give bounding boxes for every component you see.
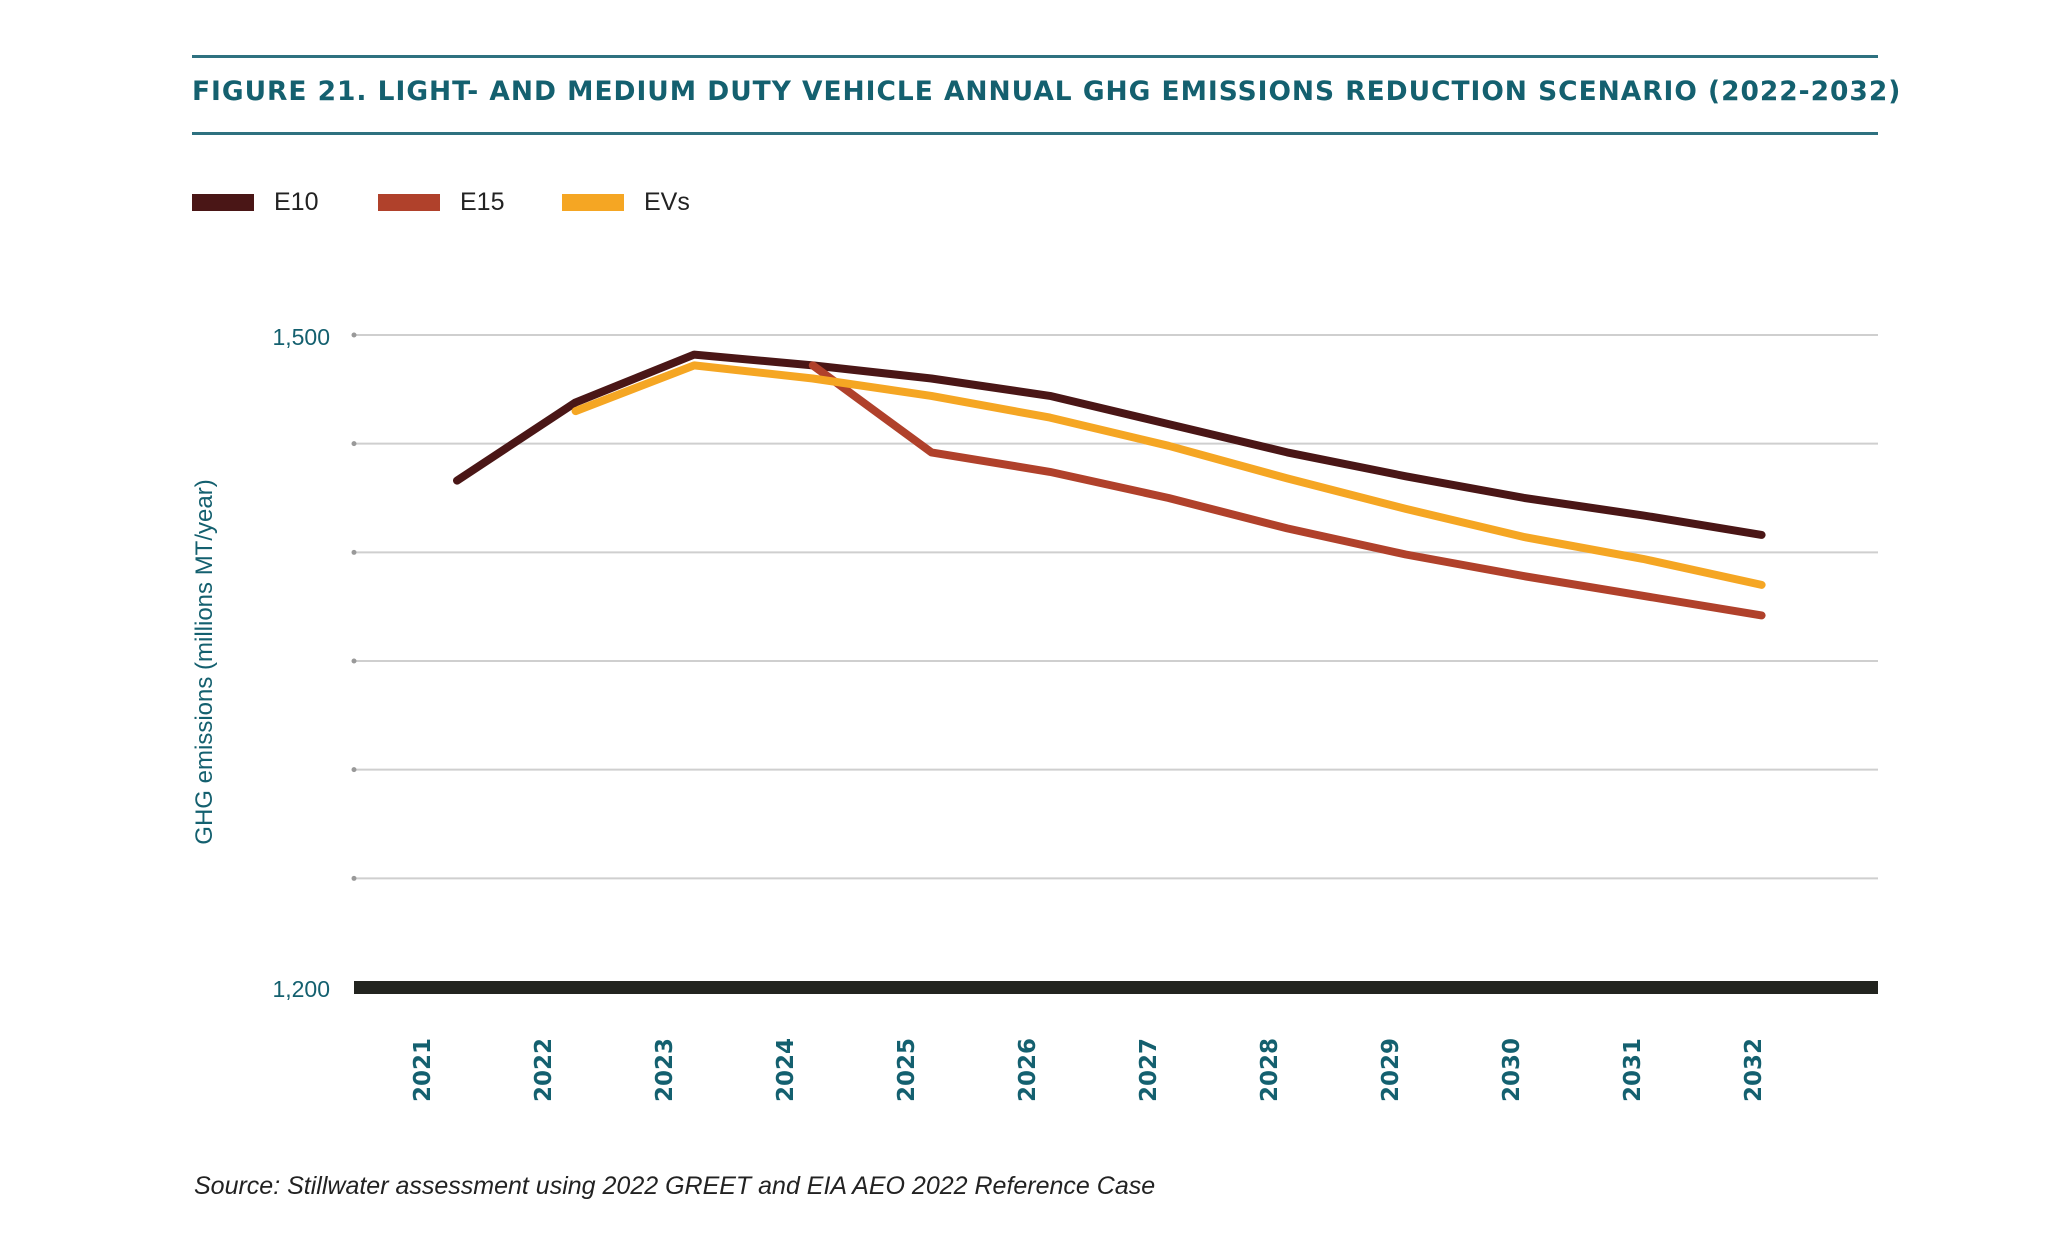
x-axis-baseline bbox=[354, 981, 1878, 994]
legend-swatch-e15 bbox=[378, 194, 440, 211]
figure-title: FIGURE 21. LIGHT- AND MEDIUM DUTY VEHICL… bbox=[192, 76, 1902, 107]
tick-dot bbox=[351, 332, 357, 338]
x-tick-label: 2022 bbox=[531, 1038, 557, 1102]
x-tick-label: 2029 bbox=[1378, 1038, 1404, 1102]
legend-label-evs: EVs bbox=[644, 188, 690, 216]
tick-dot bbox=[351, 549, 357, 555]
x-tick-label: 2028 bbox=[1257, 1038, 1283, 1102]
y-tick-label: 1,200 bbox=[272, 976, 330, 1002]
title-rule-bottom bbox=[192, 132, 1878, 135]
tick-dot bbox=[351, 441, 357, 447]
tick-dot bbox=[351, 875, 357, 881]
x-tick-label: 2032 bbox=[1741, 1038, 1767, 1102]
x-tick-label: 2023 bbox=[652, 1038, 678, 1102]
legend-label-e15: E15 bbox=[460, 188, 505, 216]
y-axis-label: GHG emissions (millions MT/year) bbox=[191, 479, 218, 844]
x-tick-label: 2021 bbox=[410, 1038, 436, 1102]
x-tick-label: 2026 bbox=[1015, 1038, 1041, 1102]
x-tick-label: 2031 bbox=[1620, 1038, 1646, 1102]
legend-swatch-evs bbox=[562, 194, 624, 211]
title-rule-top bbox=[192, 55, 1878, 58]
legend-swatch-e10 bbox=[192, 194, 254, 211]
x-tick-label: 2024 bbox=[773, 1038, 799, 1102]
legend-evs: EVs bbox=[562, 188, 690, 217]
tick-dot bbox=[351, 658, 357, 664]
x-tick-label: 2030 bbox=[1499, 1038, 1525, 1102]
x-tick-label: 2025 bbox=[894, 1038, 920, 1102]
legend-e10: E10 bbox=[192, 188, 318, 217]
series-line-e10 bbox=[453, 350, 1766, 539]
tick-dot bbox=[351, 767, 357, 773]
legend-e15: E15 bbox=[378, 188, 504, 217]
x-tick-label: 2027 bbox=[1136, 1038, 1162, 1102]
legend-label-e10: E10 bbox=[274, 188, 319, 216]
source-note: Source: Stillwater assessment using 2022… bbox=[194, 1172, 1156, 1200]
y-tick-label: 1,500 bbox=[272, 324, 330, 350]
